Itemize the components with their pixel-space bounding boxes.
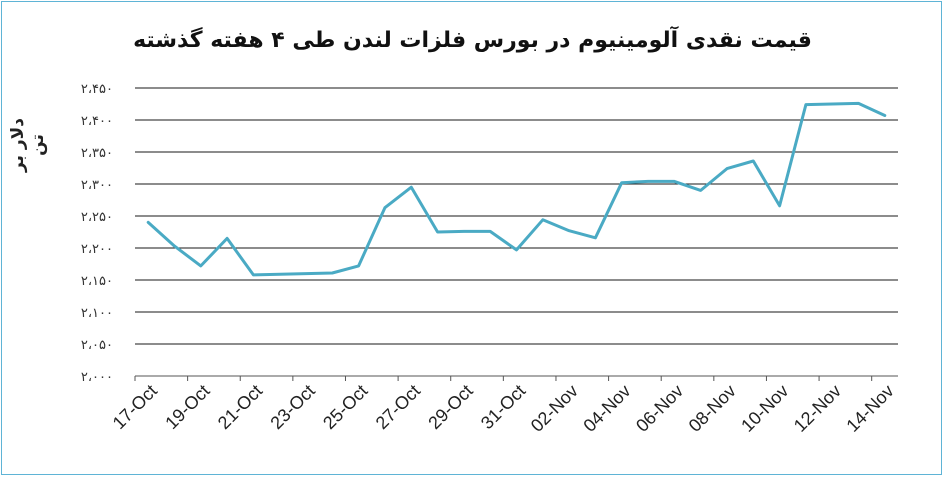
x-tick-label: 21-Oct xyxy=(214,381,266,433)
x-tick-label: 17-Oct xyxy=(109,381,161,433)
x-tick-label: 25-Oct xyxy=(319,381,371,433)
x-tick-label: 02-Nov xyxy=(527,381,582,436)
y-tick-label: ۲،۱۰۰ xyxy=(81,306,113,321)
x-tick-label: 14-Nov xyxy=(842,381,897,436)
x-tick-label: 10-Nov xyxy=(737,381,792,436)
series-line xyxy=(146,101,887,277)
chart-title: قیمت نقدی آلومینیوم در بورس فلزات لندن ط… xyxy=(133,28,812,53)
y-tick-label: ۲،۳۵۰ xyxy=(81,146,113,161)
y-tick-label: ۲،۴۰۰ xyxy=(81,114,113,129)
y-tick-label: ۲،۰۰۰ xyxy=(81,370,113,385)
x-tick-label: 04-Nov xyxy=(579,381,634,436)
x-tick-label: 06-Nov xyxy=(632,381,687,436)
y-tick-label: ۲،۳۰۰ xyxy=(81,178,113,193)
y-tick-label: ۲،۴۵۰ xyxy=(81,82,113,97)
y-tick-label: ۲،۲۰۰ xyxy=(81,242,113,257)
x-tick-label: 29-Oct xyxy=(424,381,476,433)
x-tick-label: 23-Oct xyxy=(266,381,318,433)
x-tick-label: 08-Nov xyxy=(685,381,740,436)
x-tick-label: 19-Oct xyxy=(161,381,213,433)
y-tick-label: ۲،۱۵۰ xyxy=(81,274,113,289)
x-tick-label: 27-Oct xyxy=(372,381,424,433)
x-tick-label: 31-Oct xyxy=(477,381,529,433)
y-tick-label: ۲،۰۵۰ xyxy=(81,338,113,353)
x-tick-label: 12-Nov xyxy=(790,381,845,436)
y-tick-label: ۲،۲۵۰ xyxy=(81,210,113,225)
